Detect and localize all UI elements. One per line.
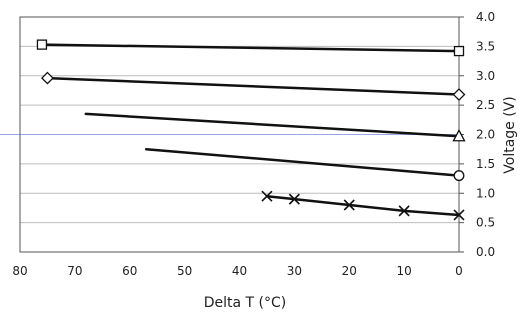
series-4-point-1 <box>288 193 300 205</box>
series-line-4 <box>265 194 461 217</box>
y-tick-label-6: 3.0 <box>476 69 495 83</box>
series-4-point-0 <box>261 190 273 202</box>
x-tick-label-2: 60 <box>122 264 137 278</box>
x-tick-labels: 80 70 60 50 40 30 20 10 0 <box>12 264 462 278</box>
series-line-2 <box>84 112 461 138</box>
x-tick-label-7: 10 <box>396 264 411 278</box>
y-tick-label-5: 2.5 <box>476 98 495 112</box>
x-tick-label-0: 80 <box>12 264 27 278</box>
x-tick-label-1: 70 <box>67 264 82 278</box>
series-4-point-4 <box>453 209 465 221</box>
y-tick-label-3: 1.5 <box>476 157 495 171</box>
series-4-point-3 <box>398 205 410 217</box>
y-axis-title: Voltage (V) <box>502 96 518 173</box>
x-tick-label-5: 30 <box>287 264 302 278</box>
y-tick-labels: 0.0 0.5 1.0 1.5 2.0 2.5 3.0 3.5 4.0 <box>476 10 495 259</box>
series-line-3 <box>144 147 461 177</box>
x-tick-label-8: 0 <box>455 264 463 278</box>
x-axis-title: Delta T (°C) <box>204 295 287 311</box>
y-tick-label-8: 4.0 <box>476 10 495 24</box>
y-tick-label-0: 0.0 <box>476 245 495 259</box>
series-1-point-0 <box>41 71 54 85</box>
y-tick-label-4: 2.0 <box>476 128 495 142</box>
series-markers <box>36 39 466 221</box>
y-tick-label-2: 1.0 <box>476 186 495 200</box>
y-tick-label-7: 3.5 <box>476 39 495 53</box>
series-3-point-1 <box>453 170 465 182</box>
series-2-point-1 <box>452 128 466 142</box>
series-0-point-0 <box>36 39 48 50</box>
x-tick-label-6: 20 <box>342 264 357 278</box>
series-line-0 <box>40 43 461 53</box>
y-tick-label-1: 0.5 <box>476 216 495 230</box>
x-tick-label-4: 40 <box>232 264 247 278</box>
series-line-1 <box>46 76 461 96</box>
x-tick-label-3: 50 <box>177 264 192 278</box>
grid-lines <box>0 45 459 224</box>
series-lines <box>40 43 461 217</box>
series-4-point-2 <box>343 199 355 211</box>
series-0-point-1 <box>453 45 465 57</box>
series-1-point-1 <box>452 88 466 101</box>
